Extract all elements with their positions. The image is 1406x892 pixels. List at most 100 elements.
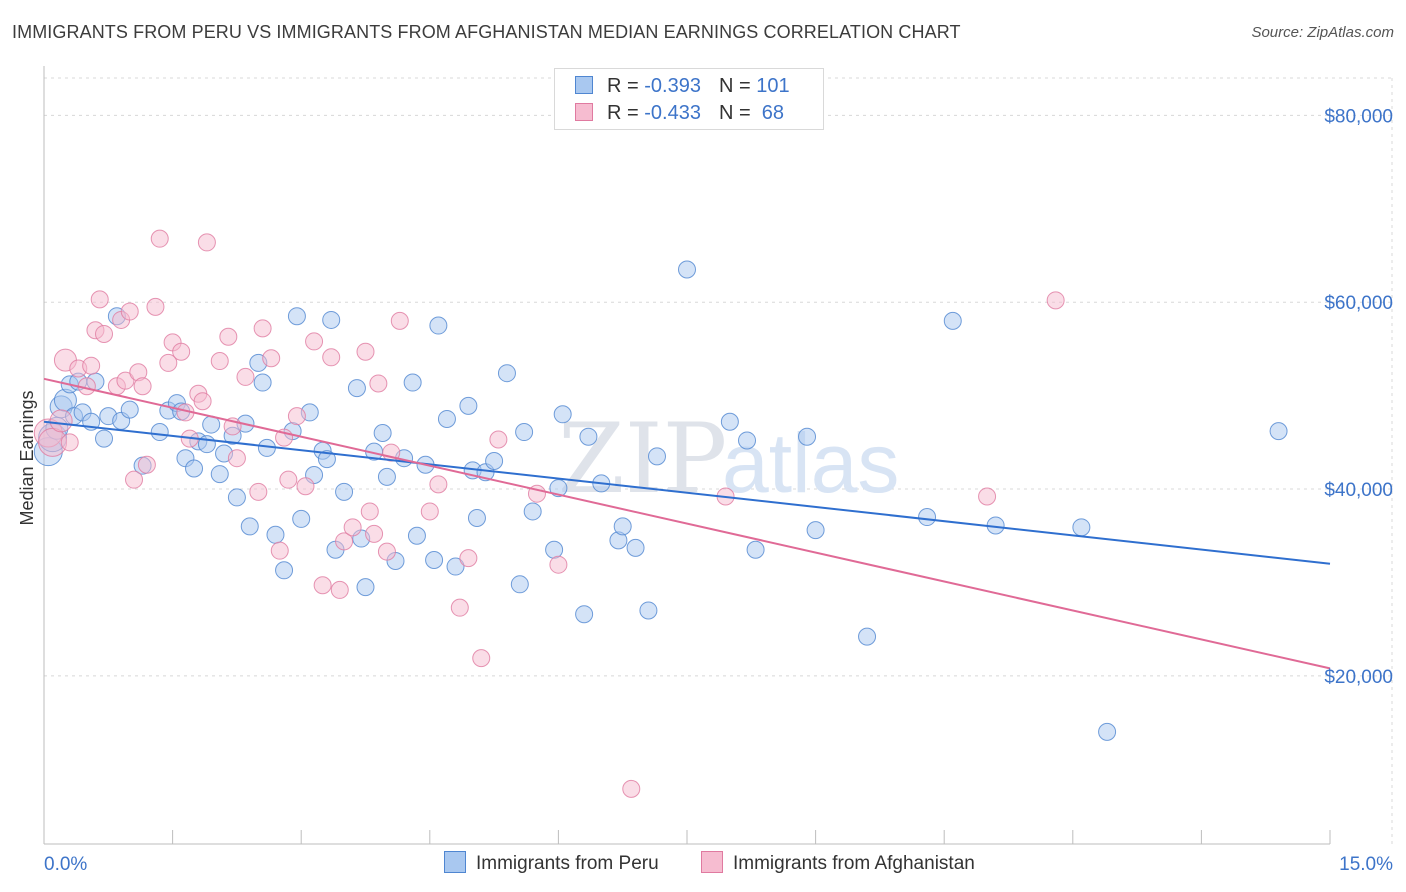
afghanistan-point-50 [365, 524, 384, 543]
peru-point-51 [373, 423, 392, 442]
afghanistan-point-20 [150, 229, 169, 248]
peru-point-64 [467, 508, 486, 527]
watermark: ZIP atlas [558, 403, 899, 515]
afghanistan-point-36 [262, 349, 281, 368]
afghanistan-point-18 [137, 455, 156, 474]
legend-row-peru: R = -0.393 N = 101 [575, 75, 790, 101]
afghanistan-point-55 [420, 502, 439, 521]
afghanistan-point-29 [210, 352, 229, 371]
peru-point-69 [515, 423, 534, 442]
afghanistan-point-44 [322, 348, 341, 367]
peru-point-61 [446, 557, 465, 576]
afghanistan-point-45 [330, 580, 349, 599]
afghanistan-point-58 [459, 549, 478, 568]
peru-point-60 [437, 409, 456, 428]
peru-point-36 [275, 561, 294, 580]
afghanistan-swatch [575, 103, 593, 121]
afghanistan-point-35 [253, 319, 272, 338]
peru-point-15 [120, 400, 139, 419]
bottom-legend-peru: Immigrants from Peru [444, 851, 659, 875]
peru-point-70 [523, 502, 542, 521]
afghanistan-point-42 [305, 332, 324, 351]
afghanistan-point-43 [313, 576, 332, 595]
data-points [33, 229, 1288, 798]
peru-point-87 [806, 521, 825, 540]
peru-point-84 [738, 431, 757, 450]
peru-point-66 [485, 452, 504, 470]
peru-point-39 [292, 509, 311, 528]
peru-point-89 [918, 508, 937, 527]
bottom-afghanistan-swatch [701, 851, 723, 873]
peru-n-value: 101 [756, 75, 790, 97]
afghanistan-point-32 [227, 449, 246, 468]
afghanistan-point-51 [369, 374, 388, 393]
legend-row-afghanistan: R = -0.433 N = 68 [575, 102, 784, 128]
afghanistan-point-27 [193, 392, 212, 411]
x-tick-label-0: 0.0% [44, 854, 87, 875]
peru-point-31 [240, 517, 259, 536]
peru-point-71 [545, 540, 564, 559]
afghanistan-point-15 [125, 470, 144, 489]
peru-point-83 [720, 412, 739, 431]
afghanistan-point-10 [95, 324, 114, 343]
peru-point-38 [287, 307, 306, 326]
afghanistan-point-65 [978, 487, 997, 506]
afghanistan-point-54 [390, 311, 409, 330]
peru-point-72 [549, 479, 568, 498]
afghanistan-point-34 [249, 482, 268, 501]
afghanistan-point-30 [219, 327, 238, 346]
peru-point-75 [579, 427, 598, 446]
peru-r-value: -0.393 [644, 75, 701, 97]
afghanistan-point-47 [343, 518, 362, 537]
bottom-peru-label: Immigrants from Peru [476, 853, 659, 874]
peru-point-29 [227, 488, 246, 507]
y-tick-label-2: $60,000 [1324, 293, 1393, 314]
peru-point-58 [425, 551, 444, 570]
peru-point-55 [403, 373, 422, 392]
afghanistan-point-37 [270, 541, 289, 560]
afghanistan-point-59 [472, 649, 491, 668]
afghanistan-point-21 [159, 353, 178, 372]
peru-point-81 [647, 447, 666, 466]
peru-point-62 [459, 396, 478, 415]
afghanistan-point-49 [360, 502, 379, 521]
peru-point-74 [575, 605, 594, 624]
afghanistan-point-48 [356, 342, 375, 361]
peru-point-94 [1269, 422, 1288, 441]
afghanistan-point-7 [82, 356, 101, 375]
bottom-peru-swatch [444, 851, 466, 873]
afghanistan-point-33 [236, 367, 255, 386]
y-tick-label-3: $80,000 [1324, 106, 1393, 127]
afghanistan-r-value: -0.433 [644, 102, 701, 124]
peru-point-90 [943, 311, 962, 330]
y-tick-label-0: $20,000 [1324, 667, 1393, 688]
peru-point-80 [639, 601, 658, 620]
tick-labels: $20,000 $40,000 $60,000 $80,000 0.0% 15.0% [44, 106, 1393, 875]
peru-point-56 [407, 526, 426, 545]
y-tick-label-1: $40,000 [1324, 480, 1393, 501]
afghanistan-point-4 [60, 433, 79, 452]
peru-point-43 [317, 450, 336, 469]
bottom-legend-afghanistan: Immigrants from Afghanistan [701, 851, 975, 875]
bottom-afghanistan-label: Immigrants from Afghanistan [733, 853, 975, 874]
peru-swatch [575, 76, 593, 94]
afghanistan-point-13 [116, 371, 135, 390]
peru-point-11 [95, 429, 114, 448]
afghanistan-point-41 [296, 477, 315, 496]
afghanistan-point-23 [172, 342, 191, 361]
peru-point-93 [1098, 722, 1117, 741]
peru-point-79 [626, 538, 645, 557]
peru-point-46 [335, 482, 354, 501]
peru-point-44 [322, 310, 341, 329]
peru-point-85 [746, 540, 765, 559]
afghanistan-point-66 [1046, 291, 1065, 310]
peru-trend-line [43, 420, 1331, 565]
chart-title: IMMIGRANTS FROM PERU VS IMMIGRANTS FROM … [12, 22, 961, 42]
peru-point-47 [347, 379, 366, 398]
peru-point-22 [185, 459, 204, 478]
peru-point-52 [377, 467, 396, 486]
afghanistan-point-57 [450, 598, 469, 617]
peru-point-88 [858, 627, 877, 646]
afghanistan-point-39 [279, 470, 298, 489]
peru-point-35 [266, 525, 285, 544]
